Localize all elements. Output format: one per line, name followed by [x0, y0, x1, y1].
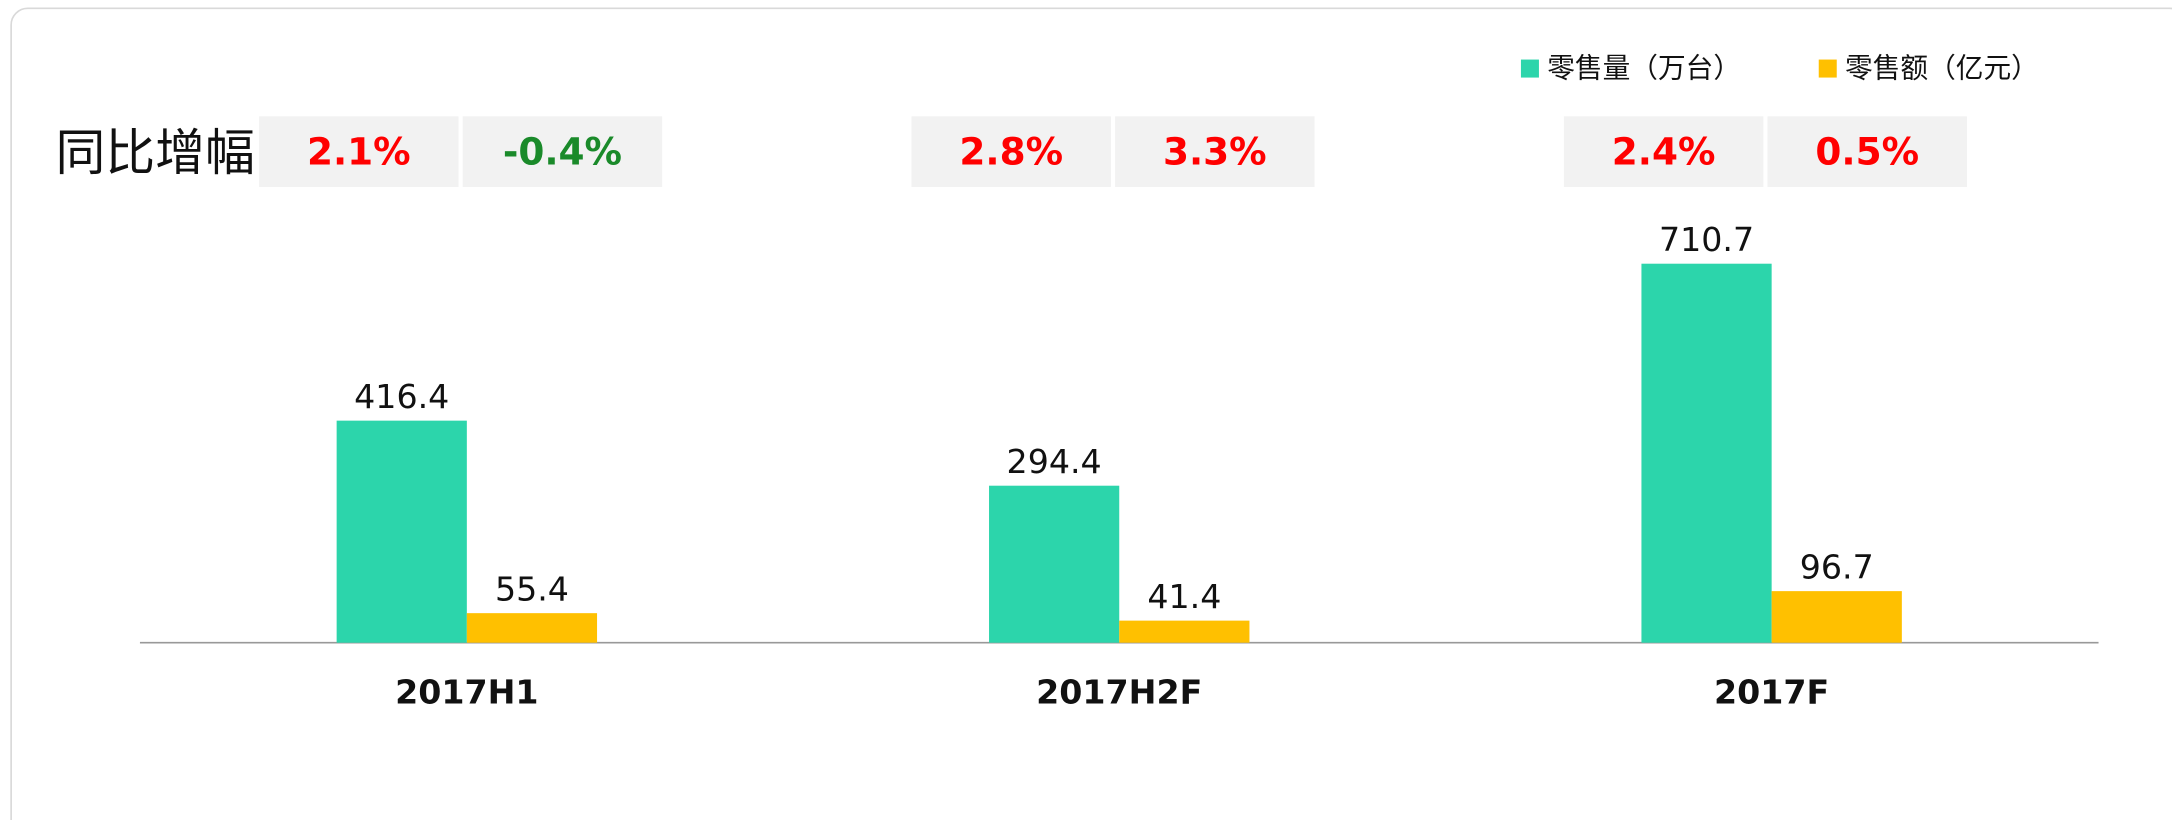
- data-label: 416.4: [354, 377, 449, 416]
- x-tick-label: 2017F: [1714, 672, 1829, 711]
- legend-label: 零售额（亿元）: [1845, 51, 2039, 84]
- data-label: 55.4: [495, 569, 569, 608]
- bar: [466, 613, 598, 643]
- bar: [1119, 620, 1250, 643]
- x-tick-label: 2017H2F: [1036, 672, 1202, 711]
- growth-box: [1115, 116, 1315, 187]
- bar: [1771, 591, 1902, 643]
- growth-box: [259, 116, 459, 187]
- growth-box: [462, 116, 663, 187]
- growth-box: [1563, 116, 1764, 187]
- growth-label: 2.8%: [959, 129, 1063, 173]
- bar: [1641, 263, 1772, 643]
- legend-label: 零售量（万台）: [1547, 51, 1741, 84]
- growth-box: [1767, 116, 1967, 187]
- growth-label: 0.5%: [1815, 129, 1919, 173]
- data-label: 41.4: [1147, 577, 1221, 616]
- growth-box: [911, 116, 1111, 187]
- bar: [989, 485, 1120, 643]
- bar: [336, 420, 467, 643]
- legend-swatch: [1520, 59, 1539, 78]
- x-tick-label: 2017H1: [395, 672, 538, 711]
- data-label: 710.7: [1659, 220, 1754, 259]
- growth-label: -0.4%: [503, 129, 622, 173]
- growth-label: 3.3%: [1163, 129, 1267, 173]
- growth-label: 2.4%: [1612, 129, 1716, 173]
- growth-title: 同比增幅: [55, 124, 254, 182]
- data-label: 294.4: [1007, 442, 1102, 481]
- data-label: 96.7: [1800, 547, 1874, 586]
- legend-swatch: [1818, 59, 1837, 78]
- growth-label: 2.1%: [307, 129, 411, 173]
